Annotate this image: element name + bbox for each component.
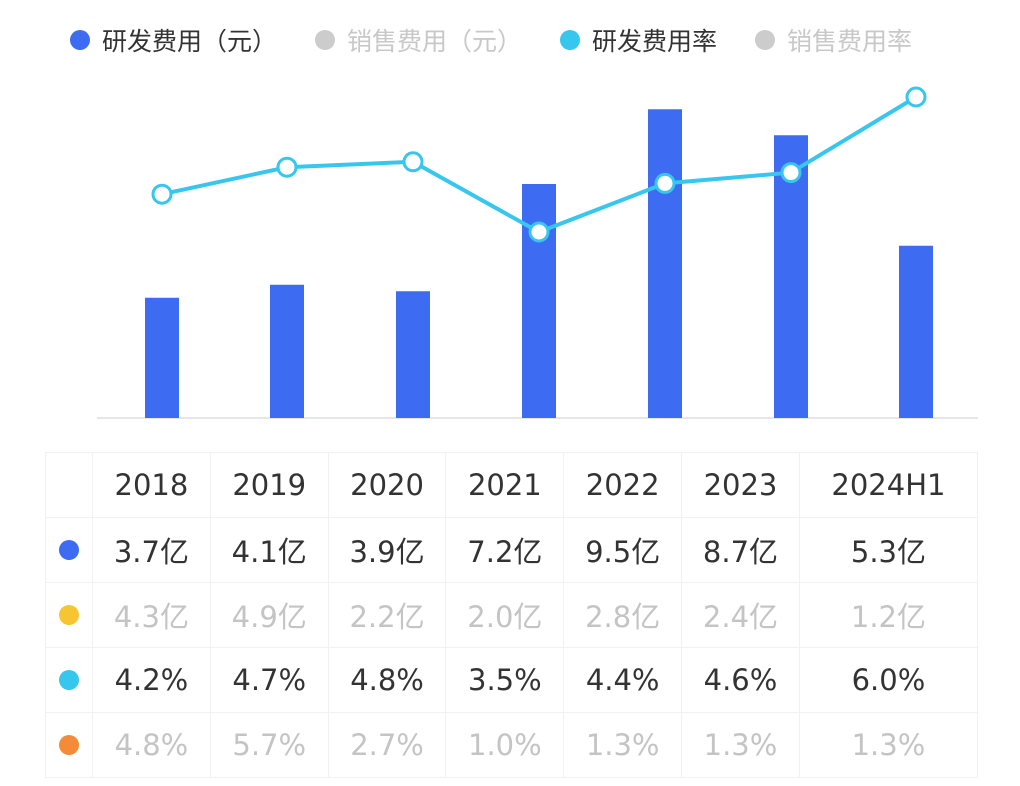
column-header: 2023 bbox=[681, 452, 800, 518]
table-row: 3.7亿 4.1亿 3.9亿 7.2亿 9.5亿 8.7亿 5.3亿 bbox=[45, 517, 979, 583]
table-cell: 4.6% bbox=[681, 647, 800, 713]
table-cell: 2.7% bbox=[327, 712, 447, 778]
table-cell: 4.7% bbox=[209, 647, 329, 713]
legend-item[interactable]: 销售费用（元） bbox=[315, 22, 522, 58]
rate-point-2018[interactable] bbox=[151, 183, 173, 205]
table-row: 4.8% 5.7% 2.7% 1.0% 1.3% 1.3% 1.3% bbox=[45, 712, 979, 778]
legend-marker-icon bbox=[755, 30, 776, 50]
table-cell: 6.0% bbox=[798, 647, 979, 713]
table-cell: 1.3% bbox=[798, 712, 979, 778]
rate-point-2023[interactable] bbox=[780, 162, 802, 184]
legend-item[interactable]: 研发费用率 bbox=[560, 22, 717, 58]
table-cell: 4.9亿 bbox=[209, 582, 329, 648]
bar-2019[interactable] bbox=[270, 284, 304, 418]
table-cell: 1.0% bbox=[445, 712, 565, 778]
legend-item[interactable]: 销售费用率 bbox=[755, 22, 912, 58]
legend-marker-icon bbox=[560, 30, 581, 50]
rate-point-2019[interactable] bbox=[276, 156, 298, 178]
legend-label: 研发费用（元） bbox=[102, 27, 278, 56]
table-cell: 2.0亿 bbox=[445, 582, 565, 648]
series-dot-icon bbox=[59, 605, 79, 625]
table-cell: 4.8% bbox=[327, 647, 447, 713]
legend-marker-icon bbox=[70, 30, 90, 50]
combo-chart bbox=[97, 86, 978, 419]
table-cell: 5.3亿 bbox=[798, 517, 979, 583]
legend-item[interactable]: 研发费用（元） bbox=[70, 22, 277, 58]
data-table: 2018 2019 2020 2021 2022 2023 2024H1 3.7亿 4.1亿 3.… bbox=[45, 452, 979, 778]
table-row: 4.3亿 4.9亿 2.2亿 2.0亿 2.8亿 2.4亿 1.2亿 bbox=[45, 582, 979, 648]
table-cell: 4.4% bbox=[563, 647, 683, 713]
rate-point-2022[interactable] bbox=[654, 172, 676, 194]
table-cell: 3.7亿 bbox=[92, 517, 211, 583]
bar-2021[interactable] bbox=[522, 184, 556, 418]
table-cell: 9.5亿 bbox=[563, 517, 683, 583]
rate-point-2024H1[interactable] bbox=[905, 86, 927, 108]
table-cell: 4.1亿 bbox=[209, 517, 329, 583]
column-header: 2022 bbox=[563, 452, 683, 518]
table-cell: 5.7% bbox=[209, 712, 329, 778]
table-cell: 8.7亿 bbox=[681, 517, 800, 583]
table-cell: 4.3亿 bbox=[92, 582, 211, 648]
table-cell: 2.2亿 bbox=[327, 582, 447, 648]
legend-label: 销售费用率 bbox=[787, 27, 913, 56]
column-header: 2021 bbox=[445, 452, 565, 518]
legend-marker-icon bbox=[315, 30, 336, 50]
row-marker-cell bbox=[45, 582, 93, 648]
table-cell: 3.9亿 bbox=[327, 517, 447, 583]
table-cell: 1.2亿 bbox=[798, 582, 979, 648]
column-header: 2024H1 bbox=[798, 452, 979, 518]
row-marker-cell bbox=[45, 517, 93, 583]
table-cell: 7.2亿 bbox=[445, 517, 565, 583]
legend-label: 研发费用率 bbox=[592, 27, 718, 56]
corner-cell bbox=[45, 452, 93, 518]
table-cell: 1.3% bbox=[563, 712, 683, 778]
table-cell: 3.5% bbox=[445, 647, 565, 713]
table-header-row: 2018 2019 2020 2021 2022 2023 2024H1 bbox=[45, 452, 979, 518]
table-cell: 2.4亿 bbox=[681, 582, 800, 648]
bar-2018[interactable] bbox=[145, 297, 179, 418]
table-cell: 4.2% bbox=[92, 647, 211, 713]
table-row: 4.2% 4.7% 4.8% 3.5% 4.4% 4.6% 6.0% bbox=[45, 647, 979, 713]
column-header: 2018 bbox=[92, 452, 211, 518]
column-header: 2020 bbox=[327, 452, 447, 518]
column-header: 2019 bbox=[209, 452, 329, 518]
row-marker-cell bbox=[45, 647, 93, 713]
series-dot-icon bbox=[59, 735, 79, 755]
rate-point-2021[interactable] bbox=[528, 221, 550, 243]
legend-label: 销售费用（元） bbox=[347, 27, 523, 56]
legend: 研发费用（元） 销售费用（元） 研发费用率 销售费用率 bbox=[70, 22, 950, 58]
series-dot-icon bbox=[59, 540, 79, 560]
table-cell: 2.8亿 bbox=[563, 582, 683, 648]
table-cell: 1.3% bbox=[681, 712, 800, 778]
bar-2020[interactable] bbox=[396, 291, 430, 418]
rate-point-2020[interactable] bbox=[402, 151, 424, 173]
table-cell: 4.8% bbox=[92, 712, 211, 778]
row-marker-cell bbox=[45, 712, 93, 778]
bar-2024H1[interactable] bbox=[899, 245, 933, 418]
bar-2022[interactable] bbox=[648, 109, 682, 418]
series-dot-icon bbox=[59, 670, 79, 690]
